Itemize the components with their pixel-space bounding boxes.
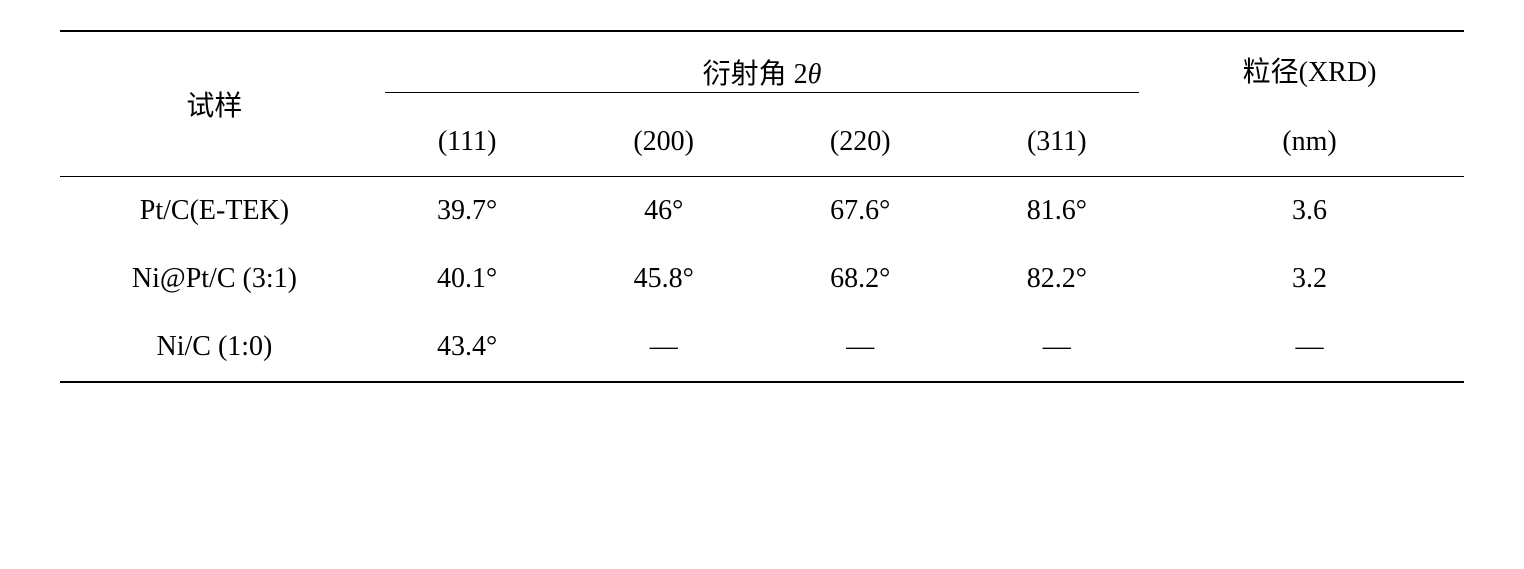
cell-value: 45.8°	[565, 245, 762, 313]
cell-value: 82.2°	[959, 245, 1156, 313]
col-header-sample: 试样	[60, 31, 369, 177]
table-row: Pt/C(E-TEK) 39.7° 46° 67.6° 81.6° 3.6	[60, 177, 1464, 246]
cell-value: 39.7°	[369, 177, 566, 246]
cell-value: 3.2	[1155, 245, 1464, 313]
cell-value: —	[565, 313, 762, 382]
cell-sample: Pt/C(E-TEK)	[60, 177, 369, 246]
cell-sample: Ni@Pt/C (3:1)	[60, 245, 369, 313]
cell-value: —	[959, 313, 1156, 382]
cell-value: 40.1°	[369, 245, 566, 313]
xrd-data-table: 试样 衍射角 2θ 粒径(XRD) (111) (200) (220) (311…	[60, 30, 1464, 383]
cell-value: 3.6	[1155, 177, 1464, 246]
col-header-plane-111: (111)	[369, 108, 566, 177]
cell-sample: Ni/C (1:0)	[60, 313, 369, 382]
col-header-size-line2: (nm)	[1155, 108, 1464, 177]
cell-value: 67.6°	[762, 177, 959, 246]
table-row: Ni/C (1:0) 43.4° — — — —	[60, 313, 1464, 382]
col-header-plane-220: (220)	[762, 108, 959, 177]
cell-value: 68.2°	[762, 245, 959, 313]
col-header-size-line1: 粒径(XRD)	[1155, 31, 1464, 108]
cell-value: 81.6°	[959, 177, 1156, 246]
diffraction-label-theta: θ	[808, 59, 822, 90]
col-header-plane-200: (200)	[565, 108, 762, 177]
cell-value: 43.4°	[369, 313, 566, 382]
cell-value: —	[1155, 313, 1464, 382]
cell-value: 46°	[565, 177, 762, 246]
diffraction-subrule	[385, 92, 1139, 93]
cell-value: —	[762, 313, 959, 382]
col-header-diffraction: 衍射角 2θ	[369, 31, 1155, 108]
diffraction-label-prefix: 衍射角 2	[703, 59, 808, 90]
table-row: Ni@Pt/C (3:1) 40.1° 45.8° 68.2° 82.2° 3.…	[60, 245, 1464, 313]
col-header-plane-311: (311)	[959, 108, 1156, 177]
